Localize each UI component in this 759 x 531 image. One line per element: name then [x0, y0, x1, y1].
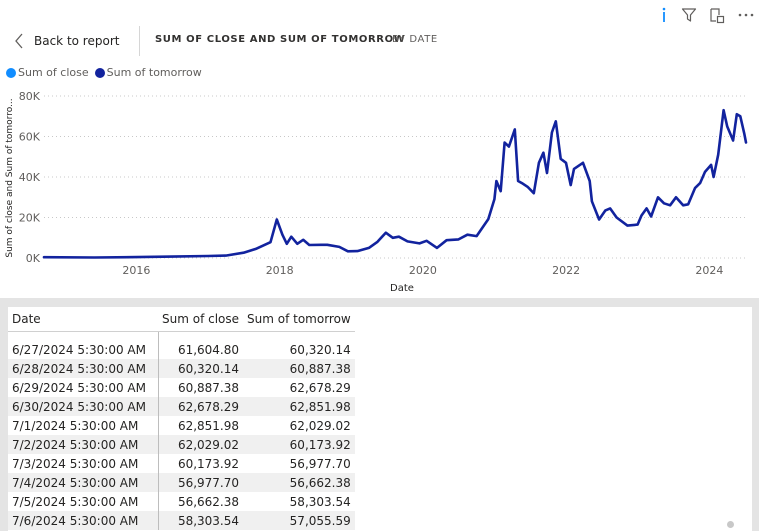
table-row[interactable]: 7/6/2024 5:30:00 AM 58,303.54 57,055.59 [8, 511, 355, 530]
cell-sum-of-close: 60,887.38 [177, 380, 240, 395]
cell-sum-of-tomorrow: 62,678.29 [289, 380, 351, 395]
chart-series-layer [42, 108, 748, 259]
table-row[interactable]: 7/3/2024 5:30:00 AM 60,173.92 56,977.70 [8, 454, 355, 473]
cell-sum-of-tomorrow: 58,303.54 [289, 494, 351, 509]
back-to-report-button[interactable]: Back to report [14, 30, 119, 52]
table-row[interactable]: 7/4/2024 5:30:00 AM 56,977.70 56,662.38 [8, 473, 355, 492]
y-tick-label: 0K [26, 252, 41, 265]
cell-date: 7/3/2024 5:30:00 AM [8, 454, 159, 473]
legend-label: Sum of tomorrow [106, 66, 202, 79]
column-header-sum-of-tomorrow[interactable]: Sum of tomorrow [243, 307, 355, 332]
series-line-sum-of-tomorrow[interactable] [42, 108, 748, 259]
cell-date: 6/29/2024 5:30:00 AM [8, 378, 159, 397]
table-row[interactable]: 7/2/2024 5:30:00 AM 62,029.02 60,173.92 [8, 435, 355, 454]
legend-item-sum-of-tomorrow[interactable]: Sum of tomorrow [94, 66, 202, 79]
cell-sum-of-close: 62,029.02 [158, 435, 244, 454]
y-tick-label: 40K [19, 171, 41, 184]
cell-sum-of-tomorrow: 60,887.38 [243, 359, 355, 378]
cell-sum-of-tomorrow: 56,662.38 [243, 473, 355, 492]
cell-date: 7/6/2024 5:30:00 AM [8, 511, 159, 530]
x-tick-label: 2018 [266, 264, 294, 277]
cell-sum-of-close: 60,320.14 [158, 359, 244, 378]
table-row[interactable]: 7/1/2024 5:30:00 AM 62,851.98 62,029.02 [8, 416, 355, 435]
more-options-icon[interactable] [737, 7, 755, 23]
cell-date: 7/1/2024 5:30:00 AM [8, 416, 159, 435]
table-header-row: Date Sum of close Sum of tomorrow [8, 307, 355, 332]
cell-date: 6/28/2024 5:30:00 AM [8, 359, 159, 378]
cell-date: 7/4/2024 5:30:00 AM [8, 473, 159, 492]
cell-sum-of-close: 60,173.92 [177, 456, 240, 471]
cell-date: 7/5/2024 5:30:00 AM [8, 492, 159, 511]
cell-sum-of-tomorrow: 56,977.70 [289, 456, 351, 471]
column-header-date[interactable]: Date [8, 307, 158, 332]
data-table: Date Sum of close Sum of tomorrow 6/27/2… [8, 307, 355, 530]
y-tick-label: 80K [19, 90, 41, 103]
table-row[interactable]: 6/27/2024 5:30:00 AM 61,604.80 60,320.14 [8, 340, 355, 359]
cell-sum-of-tomorrow: 60,320.14 [289, 342, 351, 357]
y-axis-title: Sum of close and Sum of tomorro... [5, 98, 15, 257]
cell-sum-of-tomorrow: 57,055.59 [243, 511, 355, 530]
table-spacer-row [8, 331, 355, 340]
x-tick-label: 2022 [552, 264, 580, 277]
visual-header-toolbar [659, 4, 755, 26]
visual-details-header: Back to report SUM OF CLOSE AND SUM OF T… [0, 26, 759, 58]
cell-sum-of-close: 56,977.70 [158, 473, 244, 492]
chart-legend: Sum of close Sum of tomorrow [6, 66, 202, 79]
legend-marker-icon [94, 67, 105, 78]
cell-date: 7/2/2024 5:30:00 AM [8, 435, 159, 454]
cell-sum-of-close: 62,678.29 [158, 397, 244, 416]
focus-mode-icon[interactable] [709, 6, 725, 24]
info-icon[interactable] [659, 6, 669, 24]
y-tick-label: 20K [19, 212, 41, 225]
legend-marker-icon [6, 67, 16, 78]
x-tick-label: 2024 [695, 264, 723, 277]
back-to-report-label: Back to report [34, 34, 120, 48]
y-axis-ticks: 0K 20K 40K 60K 80K [19, 90, 41, 265]
chevron-left-icon [15, 33, 23, 49]
table-row[interactable]: 7/5/2024 5:30:00 AM 56,662.38 58,303.54 [8, 492, 355, 511]
legend-item-sum-of-close[interactable]: Sum of close [6, 66, 89, 79]
cell-date: 6/30/2024 5:30:00 AM [8, 397, 159, 416]
scroll-indicator[interactable] [727, 521, 734, 528]
cell-sum-of-close: 61,604.80 [177, 342, 240, 357]
chart-gridlines [44, 95, 746, 259]
line-chart: 0K 20K 40K 60K 80K 2016 2018 2020 2022 2024 Sum … [5, 90, 748, 294]
cell-date: 6/27/2024 5:30:00 AM [8, 340, 159, 359]
column-header-sum-of-close[interactable]: Sum of close [158, 307, 244, 332]
filter-icon[interactable] [681, 7, 697, 23]
x-tick-label: 2020 [409, 264, 437, 277]
cell-sum-of-tomorrow: 62,851.98 [243, 397, 355, 416]
x-axis-title: Date [390, 283, 414, 294]
table-row[interactable]: 6/30/2024 5:30:00 AM 62,678.29 62,851.98 [8, 397, 355, 416]
cell-sum-of-close: 58,303.54 [158, 511, 244, 530]
cell-sum-of-close: 56,662.38 [177, 494, 240, 509]
x-axis-ticks: 2016 2018 2020 2022 2024 [122, 264, 723, 277]
sort-by-date-label[interactable]: BY DATE [392, 34, 438, 45]
x-tick-label: 2016 [122, 264, 150, 277]
legend-label: Sum of close [18, 66, 89, 79]
y-tick-label: 60K [19, 131, 41, 144]
cell-sum-of-tomorrow: 60,173.92 [243, 435, 355, 454]
visual-title: SUM OF CLOSE AND SUM OF TOMORROW [155, 34, 406, 45]
cell-sum-of-tomorrow: 62,029.02 [289, 418, 351, 433]
cell-sum-of-close: 62,851.98 [177, 418, 240, 433]
header-divider [139, 26, 140, 56]
data-table-panel: Date Sum of close Sum of tomorrow 6/27/2… [8, 307, 752, 531]
table-row[interactable]: 6/29/2024 5:30:00 AM 60,887.38 62,678.29 [8, 378, 355, 397]
table-row[interactable]: 6/28/2024 5:30:00 AM 60,320.14 60,887.38 [8, 359, 355, 378]
